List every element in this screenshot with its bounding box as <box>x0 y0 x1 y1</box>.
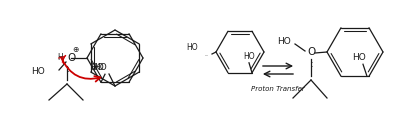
Text: :: : <box>67 65 70 74</box>
Text: ··: ·· <box>204 54 208 58</box>
Text: :: : <box>310 60 312 69</box>
Text: HO: HO <box>352 53 366 62</box>
Text: O: O <box>307 47 315 57</box>
Text: Proton Transfer: Proton Transfer <box>251 86 305 92</box>
Text: HO: HO <box>90 63 104 72</box>
Text: H: H <box>57 54 63 62</box>
Text: HO: HO <box>31 68 45 76</box>
Text: O: O <box>67 53 75 63</box>
Text: ⊕: ⊕ <box>72 45 78 55</box>
Text: HO: HO <box>243 52 255 61</box>
Text: HO: HO <box>186 43 198 53</box>
Text: HO: HO <box>93 63 107 72</box>
Text: HO: HO <box>277 38 291 46</box>
